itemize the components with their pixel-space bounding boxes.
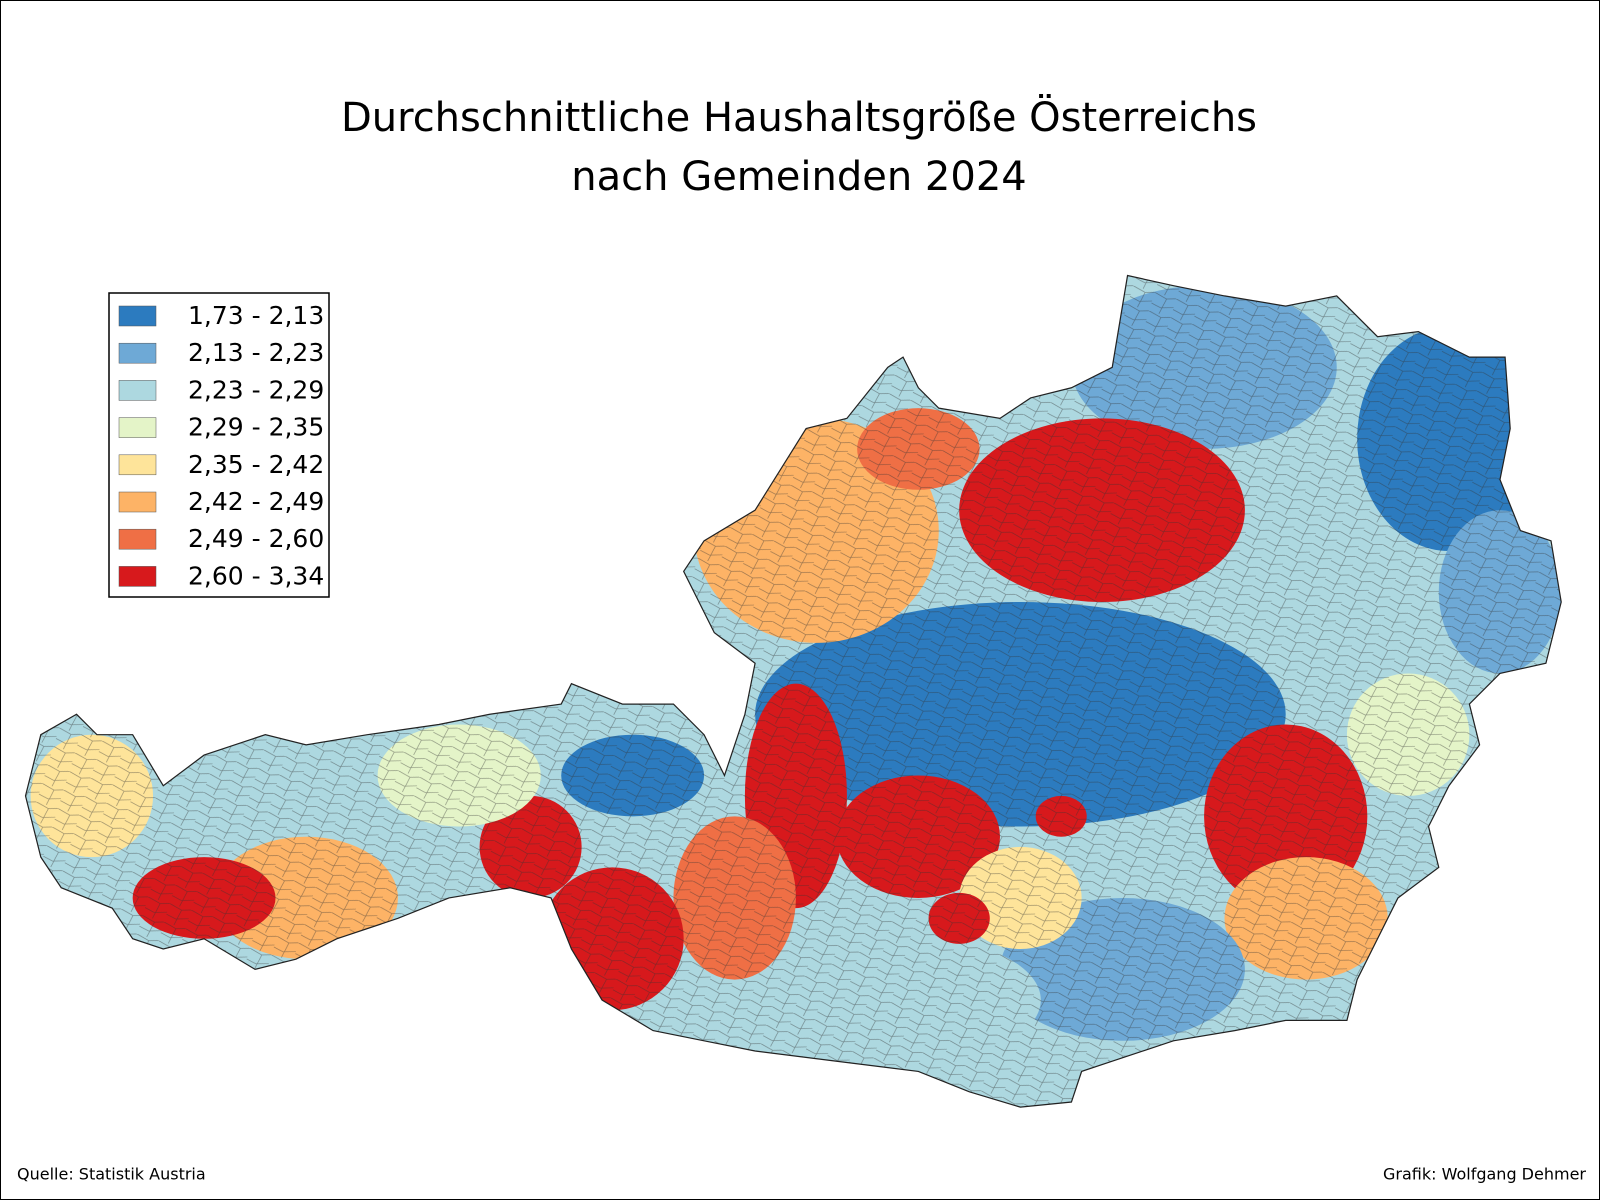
legend-label: 2,29 - 2,35	[188, 413, 324, 442]
legend-swatch	[118, 305, 157, 327]
legend-label: 2,35 - 2,42	[188, 450, 324, 479]
legend-swatch	[118, 417, 157, 438]
legend: 1,73 - 2,13 2,13 - 2,23 2,23 - 2,29 2,29 - …	[108, 292, 330, 598]
title-line: nach Gemeinden 2024	[571, 154, 1026, 200]
legend-label: 2,60 - 3,34	[188, 561, 324, 590]
legend-label: 1,73 - 2,13	[188, 301, 324, 330]
legend-label: 2,42 - 2,49	[188, 487, 324, 516]
legend-swatch	[118, 528, 157, 550]
source: Quelle: Statistik Austria	[17, 1165, 206, 1184]
legend-swatch	[118, 380, 157, 401]
legend-label: 2,49 - 2,60	[188, 524, 324, 553]
legend-swatch	[118, 566, 157, 587]
legend-label: 2,23 - 2,29	[188, 375, 324, 404]
title-line: Durchschnittliche Haushaltsgröße Österre…	[341, 93, 1257, 141]
legend-swatch	[118, 491, 157, 513]
legend-swatch	[118, 454, 157, 476]
legend-label: 2,13 - 2,23	[188, 338, 324, 367]
legend-swatch	[118, 342, 157, 364]
credit: Grafik: Wolfgang Dehmer	[1383, 1165, 1586, 1184]
